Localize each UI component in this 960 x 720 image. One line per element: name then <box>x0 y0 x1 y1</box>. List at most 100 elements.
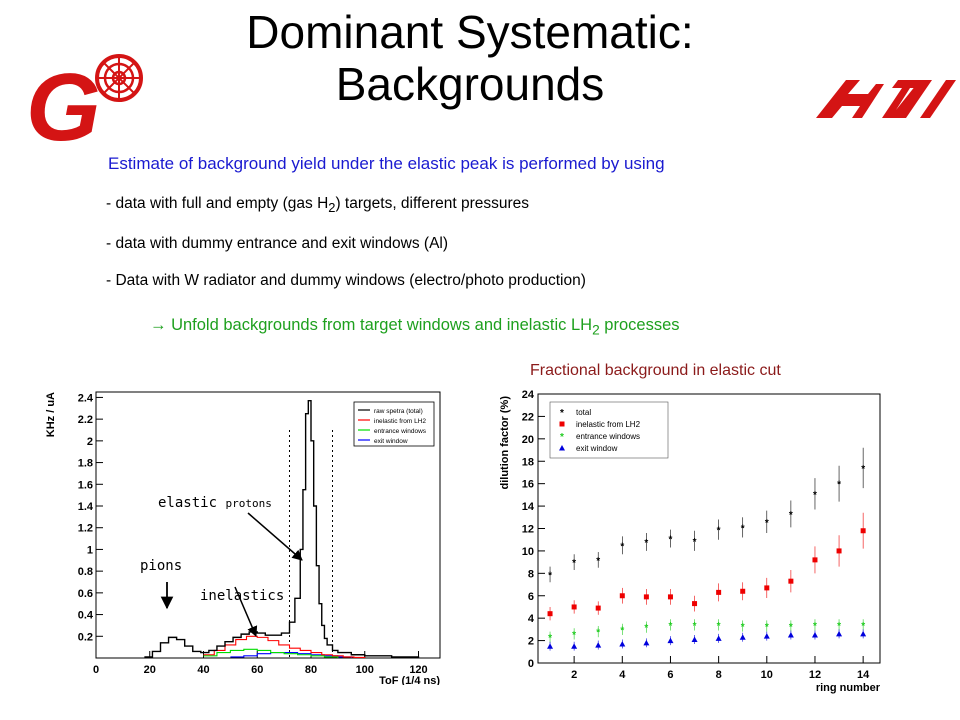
y-tick-label: 8 <box>528 568 534 580</box>
x-tick-label: 8 <box>716 669 722 681</box>
data-point <box>812 557 818 563</box>
y-tick-label: 6 <box>528 591 534 603</box>
y-axis-label: KHz / uA <box>45 392 57 437</box>
data-point: * <box>765 622 769 633</box>
data-point: * <box>741 523 745 534</box>
data-point <box>643 594 649 600</box>
data-point <box>764 585 770 591</box>
legend-label: raw spetra (total) <box>374 408 423 415</box>
data-point: * <box>596 628 600 639</box>
data-point <box>836 630 843 637</box>
legend-label: total <box>576 408 591 417</box>
title-line-1: Dominant Systematic: <box>246 6 694 58</box>
slide-title: Dominant Systematic: Backgrounds <box>150 6 790 110</box>
y-tick-label: 2 <box>528 636 534 648</box>
x-tick-label: 2 <box>571 669 577 681</box>
y-tick-label: 0.4 <box>78 610 94 622</box>
series-group <box>547 629 867 651</box>
lab-logo-icon <box>816 80 956 118</box>
data-point <box>619 593 625 599</box>
data-point: * <box>861 464 865 475</box>
series-group: * * * * * * * * * * * * * * <box>548 447 865 583</box>
conclusion-text: → Unfold backgrounds from target windows… <box>150 316 680 337</box>
y-tick-label: 2 <box>87 436 93 448</box>
data-point: * <box>861 621 865 632</box>
bullet-2-text: - data with dummy entrance and exit wind… <box>106 235 449 252</box>
y-tick-label: 12 <box>522 524 534 536</box>
g-letter: G <box>26 54 101 156</box>
spectrum-plot: 0 20 40 60 80 100 120 0.2 0.4 0.6 0.8 1 1.2 1.4 1.6 1.8… <box>40 380 450 690</box>
data-point: * <box>548 633 552 644</box>
protons-label: protons <box>225 497 272 510</box>
data-point <box>811 631 818 638</box>
y-tick-label: 24 <box>522 389 535 401</box>
y-tick-label: 2.2 <box>78 414 93 426</box>
x-tick-label: 100 <box>356 664 374 676</box>
y-tick-label: 16 <box>522 479 534 491</box>
y-tick-label: 0.6 <box>78 588 93 600</box>
legend-box <box>549 401 669 459</box>
legend-label: exit window <box>576 444 618 453</box>
data-point: * <box>560 408 564 419</box>
data-point: * <box>548 570 552 581</box>
data-point: * <box>813 490 817 501</box>
x-tick-label: 0 <box>93 664 99 676</box>
data-point: * <box>765 518 769 529</box>
legend-label: entrance windows <box>576 432 640 441</box>
data-point <box>571 604 577 610</box>
data-point: * <box>789 622 793 633</box>
data-point: * <box>620 541 624 552</box>
x-axis-label: ToF (1/4 ns) <box>379 675 440 685</box>
data-point: * <box>572 630 576 641</box>
conclusion-tail: processes <box>599 316 680 334</box>
y-tick-label: 2.4 <box>78 392 94 404</box>
data-point: * <box>644 538 648 549</box>
bullet-item-1: - data with full and empty (gas H2) targ… <box>106 195 529 215</box>
x-tick-label: 40 <box>197 664 209 676</box>
x-tick-label: 4 <box>619 669 626 681</box>
y-axis-label: dilution factor (%) <box>499 396 511 490</box>
spectrum-chart: 0 20 40 60 80 100 120 0.2 0.4 0.6 0.8 1 1.2 1.4 1.6 1.8… <box>45 391 441 687</box>
data-point: * <box>789 510 793 521</box>
fraction-caption: Fractional background in elastic cut <box>530 362 781 379</box>
bullet-1-tail: ) targets, different pressures <box>335 195 530 212</box>
y-tick-label: 1.2 <box>78 523 93 535</box>
series-line <box>144 399 420 658</box>
legend-label: inelastic from LH2 <box>576 420 641 429</box>
y-tick-label: 0.8 <box>78 566 93 578</box>
intro-text: Estimate of background yield under the e… <box>108 154 665 173</box>
x-tick-label: 10 <box>761 669 773 681</box>
y-tick-label: 4 <box>528 613 535 625</box>
bullet-3-text: - Data with W radiator and dummy windows… <box>106 272 586 289</box>
data-point <box>667 637 674 644</box>
data-point: * <box>741 622 745 633</box>
data-point <box>595 605 601 611</box>
y-tick-label: 0 <box>528 658 534 670</box>
data-point <box>715 635 722 641</box>
y-tick-label: 1.4 <box>78 501 94 513</box>
data-point <box>571 643 578 649</box>
bullet-1-text: - data with full and empty (gas H <box>106 195 329 212</box>
data-point <box>692 601 698 607</box>
data-point: * <box>837 621 841 632</box>
data-point: * <box>837 480 841 491</box>
bullet-item-3: - Data with W radiator and dummy windows… <box>106 272 586 290</box>
data-point: * <box>669 535 673 546</box>
x-tick-label: 6 <box>667 669 673 681</box>
data-point <box>547 611 553 617</box>
series-group <box>547 512 866 621</box>
data-point: * <box>572 558 576 569</box>
y-tick-label: 10 <box>522 546 534 558</box>
data-point <box>740 588 746 594</box>
g0-logo: G <box>26 46 156 161</box>
data-point: * <box>560 432 564 443</box>
data-point <box>619 640 626 647</box>
data-point: * <box>717 526 721 537</box>
data-point <box>643 639 650 646</box>
data-point <box>691 636 698 642</box>
legend-box <box>353 401 435 447</box>
y-tick-label: 18 <box>522 456 534 468</box>
data-point <box>716 589 722 595</box>
data-point: * <box>693 537 697 548</box>
